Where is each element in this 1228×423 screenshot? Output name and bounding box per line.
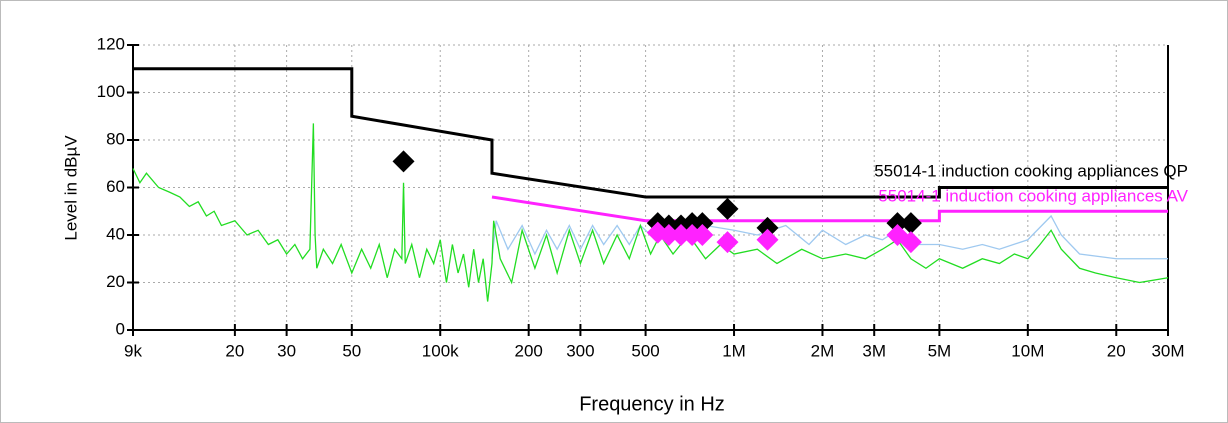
x-tick-label: 20 <box>1107 341 1126 360</box>
marker <box>691 212 714 235</box>
x-tick-label: 100k <box>422 341 459 360</box>
y-tick-label: 100 <box>97 82 125 101</box>
y-tick-label: 80 <box>106 129 125 148</box>
x-tick-label: 10M <box>1011 341 1044 360</box>
trace <box>132 123 1169 302</box>
y-tick-label: 40 <box>106 224 125 243</box>
x-tick-label: 30M <box>1151 341 1184 360</box>
x-tick-label: 5M <box>928 341 952 360</box>
y-tick-label: 60 <box>106 177 125 196</box>
marker <box>899 212 922 235</box>
marker <box>756 216 779 239</box>
y-tick-label: 120 <box>97 34 125 53</box>
x-tick-label: 500 <box>631 341 659 360</box>
x-tick-label: 50 <box>342 341 361 360</box>
y-tick-label: 20 <box>106 272 125 291</box>
marker <box>670 224 693 246</box>
marker <box>691 224 714 246</box>
marker <box>716 231 739 254</box>
marker <box>392 150 415 173</box>
x-tick-label: 20 <box>225 341 244 360</box>
y-tick-label: 0 <box>116 319 125 338</box>
marker <box>756 228 779 251</box>
limit-line <box>491 195 1168 223</box>
x-tick-label: 30 <box>277 341 296 360</box>
marker <box>899 231 922 254</box>
x-axis-label: Frequency in Hz <box>579 393 725 415</box>
x-tick-label: 200 <box>514 341 542 360</box>
x-tick-label: 3M <box>862 341 886 360</box>
x-tick-label: 9k <box>124 341 142 360</box>
marker <box>886 212 909 235</box>
x-tick-label: 300 <box>566 341 594 360</box>
x-tick-label: 2M <box>811 341 835 360</box>
legend-entry: 55014-1 induction cooking appliances QP <box>874 161 1188 180</box>
y-axis-label: Level in dBµV <box>61 135 80 241</box>
legend-entry: 55014-1 induction cooking appliances AV <box>878 186 1188 205</box>
marker <box>657 224 680 246</box>
marker <box>716 197 739 220</box>
trace <box>491 214 1168 260</box>
limit-line <box>133 67 1168 199</box>
x-tick-label: 1M <box>722 341 746 360</box>
